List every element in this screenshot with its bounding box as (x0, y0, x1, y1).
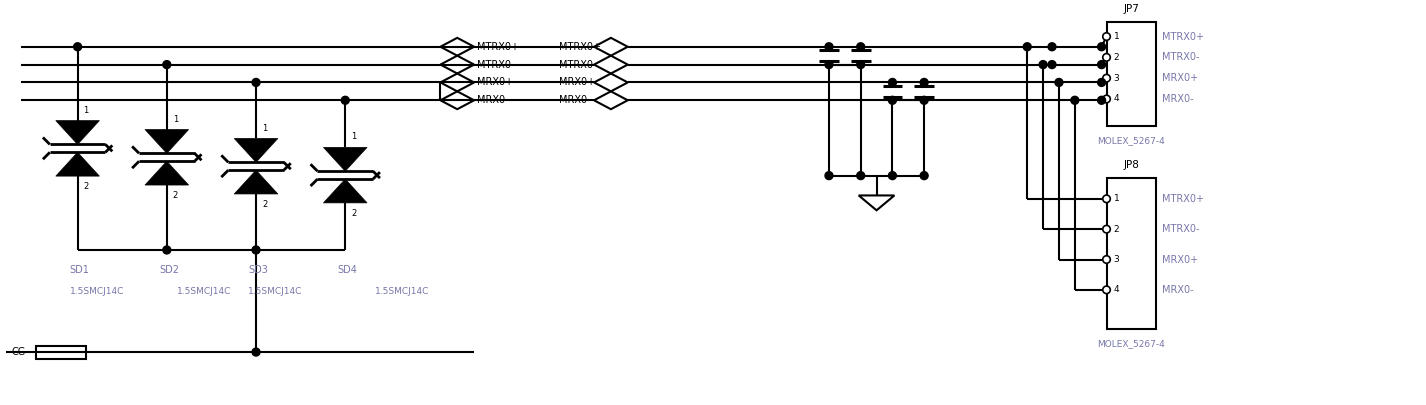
Circle shape (1102, 53, 1111, 61)
Circle shape (888, 96, 897, 104)
Circle shape (341, 96, 349, 104)
Text: 2: 2 (1114, 53, 1119, 62)
Circle shape (1098, 79, 1105, 86)
Circle shape (857, 43, 864, 51)
Circle shape (1102, 286, 1111, 294)
Text: MTRX0+: MTRX0+ (1162, 194, 1204, 204)
Circle shape (826, 61, 833, 68)
Text: CG: CG (11, 347, 26, 357)
Circle shape (1102, 75, 1111, 82)
Text: MRX0+: MRX0+ (1162, 73, 1198, 83)
Text: 1.5SMCJ14C: 1.5SMCJ14C (375, 287, 429, 296)
Text: 3: 3 (1114, 255, 1119, 264)
Polygon shape (145, 130, 188, 153)
Text: 1: 1 (351, 132, 356, 141)
Circle shape (252, 79, 260, 86)
Text: 2: 2 (262, 200, 267, 209)
Text: MRX0+: MRX0+ (478, 77, 513, 87)
Circle shape (1024, 43, 1031, 51)
Text: 1: 1 (1114, 194, 1119, 203)
Polygon shape (145, 161, 188, 185)
Circle shape (888, 172, 897, 179)
Text: MRX0+: MRX0+ (1162, 254, 1198, 264)
Circle shape (1040, 61, 1047, 68)
Polygon shape (858, 196, 894, 210)
Text: SD4: SD4 (338, 265, 356, 275)
Circle shape (74, 43, 81, 51)
Circle shape (1098, 43, 1105, 51)
Text: 1: 1 (173, 115, 178, 124)
Circle shape (826, 172, 833, 179)
Polygon shape (56, 121, 100, 145)
Text: 1: 1 (84, 106, 88, 115)
Text: MTRX0+: MTRX0+ (559, 42, 602, 52)
Polygon shape (324, 147, 366, 171)
Polygon shape (56, 152, 100, 176)
Circle shape (920, 172, 928, 179)
Text: 1.5SMCJ14C: 1.5SMCJ14C (177, 287, 231, 296)
Text: 1.5SMCJ14C: 1.5SMCJ14C (248, 287, 302, 296)
Circle shape (1102, 33, 1111, 40)
Circle shape (857, 172, 864, 179)
Circle shape (1048, 43, 1057, 51)
Circle shape (1102, 256, 1111, 263)
Text: JP7: JP7 (1124, 4, 1139, 14)
Text: MTRX0-: MTRX0- (478, 60, 515, 70)
Circle shape (252, 348, 260, 356)
Text: MRX0-: MRX0- (1162, 94, 1194, 104)
Polygon shape (234, 170, 278, 194)
Text: SD3: SD3 (248, 265, 268, 275)
Text: MTRX0-: MTRX0- (1162, 52, 1199, 62)
Text: MTRX0+: MTRX0+ (1162, 32, 1204, 42)
Circle shape (1071, 96, 1079, 104)
Text: 2: 2 (84, 182, 88, 191)
Text: 1: 1 (1114, 32, 1119, 41)
Text: 2: 2 (173, 191, 178, 200)
Circle shape (1055, 79, 1062, 86)
Circle shape (252, 246, 260, 254)
Text: JP8: JP8 (1124, 160, 1139, 170)
Bar (36, 345, 86, 358)
Bar (1107, 22, 1156, 126)
Text: MRX0-: MRX0- (559, 95, 590, 105)
Circle shape (826, 43, 833, 51)
Circle shape (163, 246, 171, 254)
Text: MTRX0-: MTRX0- (1162, 224, 1199, 234)
Polygon shape (324, 179, 366, 203)
Text: MRX0+: MRX0+ (559, 77, 596, 87)
Text: 2: 2 (1114, 225, 1119, 234)
Circle shape (1102, 226, 1111, 233)
Text: SD1: SD1 (70, 265, 90, 275)
Text: 1.5SMCJ14C: 1.5SMCJ14C (70, 287, 124, 296)
Circle shape (920, 96, 928, 104)
Text: 3: 3 (1114, 74, 1119, 83)
Circle shape (888, 79, 897, 86)
Circle shape (1102, 95, 1111, 103)
Text: MOLEX_5267-4: MOLEX_5267-4 (1098, 136, 1165, 145)
Text: 1: 1 (262, 124, 267, 132)
Polygon shape (234, 139, 278, 162)
Circle shape (1048, 61, 1057, 68)
Text: SD2: SD2 (158, 265, 178, 275)
Circle shape (1098, 96, 1105, 104)
Circle shape (1102, 195, 1111, 202)
Text: MRX0-: MRX0- (1162, 285, 1194, 295)
Text: 4: 4 (1114, 286, 1119, 294)
Bar (1107, 178, 1156, 329)
Text: MTRX0-: MTRX0- (559, 60, 597, 70)
Text: MTRX0+: MTRX0+ (478, 42, 519, 52)
Text: MRX0-: MRX0- (478, 95, 509, 105)
Circle shape (163, 61, 171, 68)
Circle shape (857, 61, 864, 68)
Circle shape (1098, 61, 1105, 68)
Text: MOLEX_5267-4: MOLEX_5267-4 (1098, 339, 1165, 348)
Text: 2: 2 (351, 209, 356, 218)
Text: 4: 4 (1114, 94, 1119, 104)
Circle shape (920, 79, 928, 86)
